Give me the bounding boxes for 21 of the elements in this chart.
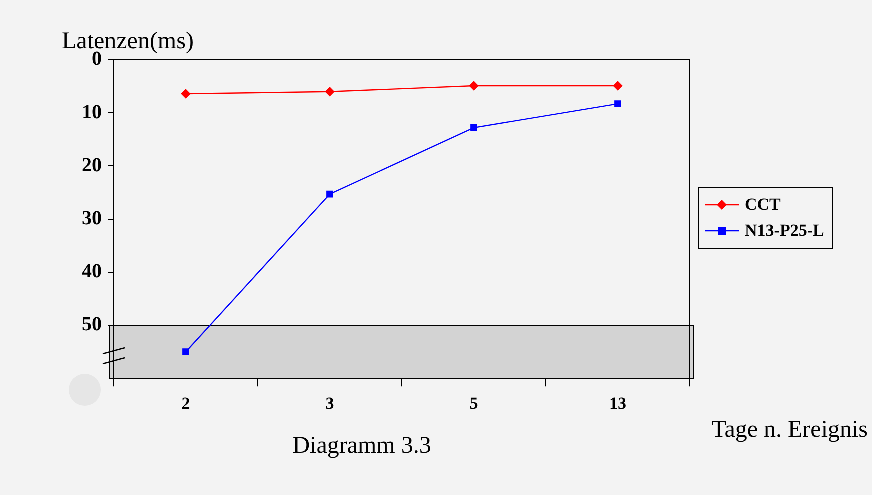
y-tick-label: 40 [82, 260, 102, 283]
x-tick-label: 5 [470, 394, 478, 414]
legend-label: N13-P25-L [745, 221, 824, 241]
y-tick-label: 20 [82, 154, 102, 176]
point [614, 100, 622, 108]
y-tick-label: 10 [82, 101, 102, 124]
x-tick-label: 3 [326, 394, 334, 414]
legend-label: CCT [745, 195, 781, 215]
point [613, 81, 623, 91]
y-tick-label: 50 [82, 314, 102, 336]
y-tick-label: 30 [82, 207, 102, 230]
point [182, 348, 190, 356]
x-tick-label: 2 [182, 394, 190, 414]
text: Diagramm 3.3 [292, 432, 432, 459]
point [470, 124, 478, 132]
point [326, 190, 334, 198]
x-axis-title: Tage n. Ereignis [712, 416, 868, 443]
point [325, 87, 335, 96]
point [469, 81, 479, 91]
x-tick-label: 13 [610, 394, 626, 414]
point [181, 89, 191, 99]
